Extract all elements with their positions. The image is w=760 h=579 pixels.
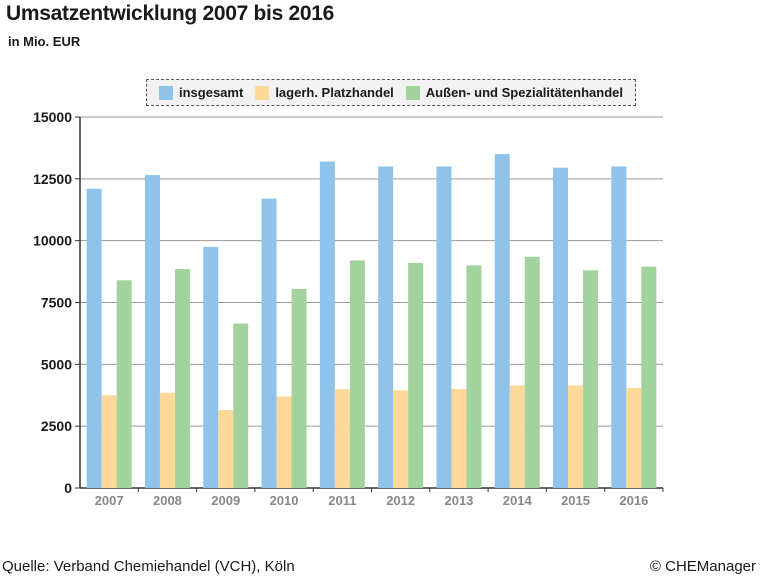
bar-2009-series-2 bbox=[233, 323, 249, 488]
x-tick-label: 2008 bbox=[153, 493, 182, 508]
x-tick-label: 2010 bbox=[270, 493, 299, 508]
bar-2014-series-1 bbox=[509, 385, 525, 488]
y-tick-label: 12500 bbox=[33, 171, 72, 187]
legend-item-insgesamt: insgesamt bbox=[159, 85, 243, 100]
bar-2012-series-2 bbox=[408, 262, 424, 488]
y-tick-label: 7500 bbox=[41, 295, 72, 311]
chart-subtitle: in Mio. EUR bbox=[8, 34, 81, 49]
bar-2014-series-2 bbox=[524, 256, 540, 488]
bar-2010-series-1 bbox=[276, 396, 292, 488]
bar-2012-series-0 bbox=[378, 166, 394, 488]
bar-2016-series-2 bbox=[641, 266, 657, 488]
legend-item-aussen: Außen- und Spezialitätenhandel bbox=[405, 85, 623, 100]
bar-2016-series-0 bbox=[611, 166, 627, 488]
y-tick-label: 2500 bbox=[41, 418, 72, 434]
x-tick-label: 2015 bbox=[561, 493, 590, 508]
y-tick-label: 5000 bbox=[41, 356, 72, 372]
y-tick-label: 0 bbox=[64, 480, 72, 496]
legend-swatch-lagerh bbox=[255, 85, 270, 100]
bar-2015-series-2 bbox=[583, 270, 599, 488]
bar-2012-series-1 bbox=[393, 390, 409, 488]
x-tick-label: 2012 bbox=[386, 493, 415, 508]
bar-2007-series-1 bbox=[101, 395, 117, 488]
bar-2008-series-0 bbox=[144, 175, 160, 488]
copyright-note: © CHEManager bbox=[649, 558, 756, 575]
legend-label-lagerh: lagerh. Platzhandel bbox=[275, 85, 394, 100]
y-tick-label: 10000 bbox=[33, 233, 72, 249]
bar-2013-series-2 bbox=[466, 265, 482, 488]
bar-2009-series-0 bbox=[203, 246, 219, 488]
legend-item-lagerh: lagerh. Platzhandel bbox=[255, 85, 394, 100]
bar-2009-series-1 bbox=[218, 410, 234, 488]
legend-label-aussen: Außen- und Spezialitätenhandel bbox=[425, 85, 623, 100]
y-tick-label: 15000 bbox=[33, 109, 72, 125]
bar-2011-series-2 bbox=[349, 260, 365, 488]
chart-title: Umsatzentwicklung 2007 bis 2016 bbox=[6, 2, 335, 25]
x-tick-label: 2007 bbox=[95, 493, 124, 508]
legend-swatch-insgesamt bbox=[159, 85, 173, 100]
bar-2010-series-2 bbox=[291, 288, 307, 488]
bar-2010-series-0 bbox=[261, 198, 277, 488]
legend: insgesamt lagerh. Platzhandel Außen- und… bbox=[146, 79, 636, 106]
x-tick-label: 2009 bbox=[211, 493, 240, 508]
bar-2011-series-1 bbox=[334, 389, 350, 488]
bar-2015-series-1 bbox=[568, 385, 584, 488]
source-note: Quelle: Verband Chemiehandel (VCH), Köln bbox=[2, 558, 295, 575]
bar-2014-series-0 bbox=[494, 154, 510, 488]
bar-2007-series-0 bbox=[86, 188, 102, 488]
bar-2016-series-1 bbox=[626, 387, 642, 488]
legend-swatch-aussen bbox=[405, 85, 420, 100]
bar-2007-series-2 bbox=[116, 280, 132, 488]
bar-2011-series-0 bbox=[319, 161, 335, 488]
x-tick-label: 2013 bbox=[444, 493, 473, 508]
legend-label-insgesamt: insgesamt bbox=[179, 85, 244, 100]
bar-2013-series-1 bbox=[451, 389, 467, 488]
x-tick-label: 2011 bbox=[328, 493, 356, 508]
x-tick-label: 2014 bbox=[503, 493, 533, 508]
bar-2015-series-0 bbox=[553, 167, 569, 488]
bar-2013-series-0 bbox=[436, 166, 452, 488]
bar-2008-series-1 bbox=[159, 392, 175, 488]
x-tick-label: 2016 bbox=[619, 493, 648, 508]
bar-2008-series-2 bbox=[174, 269, 190, 488]
